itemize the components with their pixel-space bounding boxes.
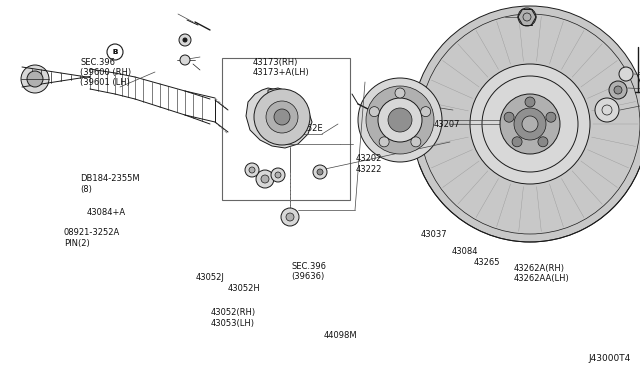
Text: 43052(RH)
43053(LH): 43052(RH) 43053(LH) <box>211 308 256 328</box>
Circle shape <box>538 137 548 147</box>
Text: SEC.396
(39636): SEC.396 (39636) <box>291 262 326 281</box>
Circle shape <box>522 116 538 132</box>
Text: 43265: 43265 <box>474 258 500 267</box>
Circle shape <box>281 208 299 226</box>
Circle shape <box>525 97 535 107</box>
Circle shape <box>317 169 323 175</box>
Text: SEC.396
(39600 (RH)
(39601 (LH): SEC.396 (39600 (RH) (39601 (LH) <box>80 58 131 87</box>
Text: B: B <box>113 49 118 55</box>
Circle shape <box>21 65 49 93</box>
Text: 43262A(RH)
43262AA(LH): 43262A(RH) 43262AA(LH) <box>513 264 569 283</box>
Circle shape <box>482 76 578 172</box>
Circle shape <box>27 71 43 87</box>
Circle shape <box>411 137 421 147</box>
Circle shape <box>420 107 431 117</box>
Circle shape <box>254 89 310 145</box>
Circle shape <box>412 6 640 242</box>
Circle shape <box>366 86 434 154</box>
Ellipse shape <box>381 105 399 135</box>
Circle shape <box>180 55 190 65</box>
Text: 44098M: 44098M <box>323 331 357 340</box>
Circle shape <box>504 112 514 122</box>
Circle shape <box>261 175 269 183</box>
Circle shape <box>313 165 327 179</box>
Circle shape <box>546 112 556 122</box>
Circle shape <box>266 101 298 133</box>
Circle shape <box>500 94 560 154</box>
Circle shape <box>379 137 389 147</box>
Circle shape <box>512 137 522 147</box>
Text: 43084+A: 43084+A <box>86 208 125 217</box>
Text: DB184-2355M
(8): DB184-2355M (8) <box>80 174 140 194</box>
Text: 08921-3252A
PIN(2): 08921-3252A PIN(2) <box>64 228 120 248</box>
Circle shape <box>514 108 546 140</box>
Text: 43207: 43207 <box>434 120 460 129</box>
Circle shape <box>609 81 627 99</box>
Text: B: B <box>113 49 118 55</box>
Circle shape <box>614 86 622 94</box>
Circle shape <box>369 107 380 117</box>
Circle shape <box>256 170 274 188</box>
Polygon shape <box>268 88 295 124</box>
Circle shape <box>595 98 619 122</box>
Circle shape <box>245 163 259 177</box>
Text: 43222: 43222 <box>355 165 381 174</box>
Circle shape <box>388 108 412 132</box>
Circle shape <box>249 167 255 173</box>
Circle shape <box>179 34 191 46</box>
Circle shape <box>274 109 290 125</box>
Circle shape <box>358 78 442 162</box>
Text: J43000T4: J43000T4 <box>588 355 630 363</box>
Circle shape <box>183 38 187 42</box>
Circle shape <box>275 172 281 178</box>
Text: 43052H: 43052H <box>227 284 260 293</box>
Circle shape <box>395 88 405 98</box>
Circle shape <box>378 98 422 142</box>
Text: 43084: 43084 <box>451 247 477 256</box>
Circle shape <box>470 64 590 184</box>
Bar <box>222 58 350 200</box>
Circle shape <box>518 8 536 26</box>
Text: 43052E: 43052E <box>291 124 323 133</box>
Text: 43173(RH)
43173+A(LH): 43173(RH) 43173+A(LH) <box>253 58 310 77</box>
Text: 43037: 43037 <box>421 230 448 239</box>
Polygon shape <box>246 88 312 148</box>
Text: 43052J: 43052J <box>195 273 224 282</box>
Circle shape <box>286 213 294 221</box>
Circle shape <box>619 67 633 81</box>
Text: 43202: 43202 <box>355 154 381 163</box>
Circle shape <box>271 168 285 182</box>
